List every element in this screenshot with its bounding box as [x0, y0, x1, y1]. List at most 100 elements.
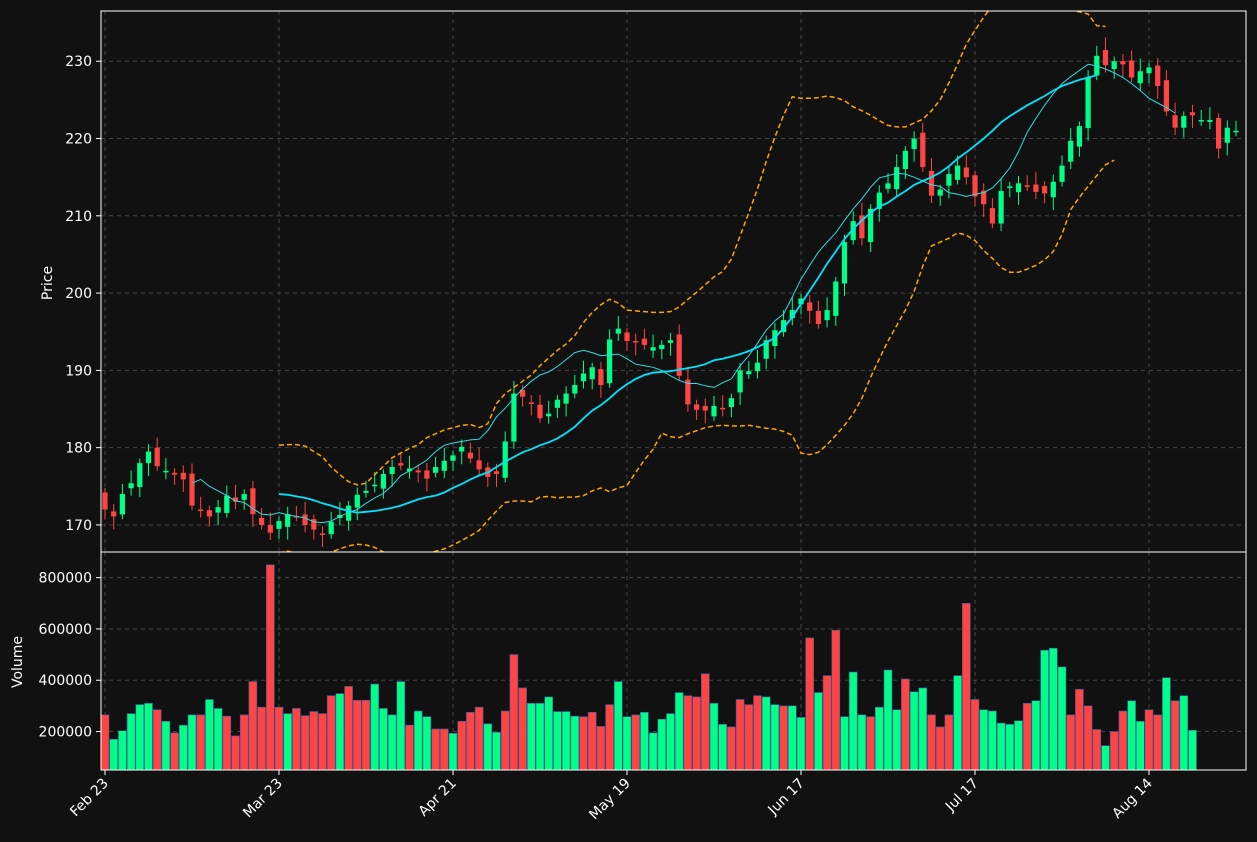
candle-down	[198, 509, 204, 511]
volume-bar-down	[744, 704, 754, 770]
volume-bar-up	[613, 681, 623, 770]
volume-bar-down	[457, 720, 467, 770]
candle-up	[1207, 119, 1213, 122]
candle-up	[345, 505, 352, 521]
candle-up	[572, 385, 578, 394]
volume-bar-up	[213, 708, 223, 770]
candle-up	[850, 221, 856, 241]
volume-bar-up	[413, 710, 423, 770]
volume-bar-up	[770, 704, 780, 770]
candle-up	[728, 398, 735, 408]
price-y-axis: 170 180 190 200 210 220 230	[65, 54, 101, 534]
candle-down	[1120, 61, 1126, 65]
candle-down	[981, 190, 987, 205]
volume-bar-down	[1109, 731, 1119, 770]
volume-bar-up	[709, 703, 719, 770]
volume-bar-up	[796, 717, 806, 770]
candle-down	[641, 338, 648, 345]
candle-down	[633, 341, 639, 343]
volume-bar-up	[561, 711, 571, 770]
candle-down	[467, 452, 474, 459]
candle-down	[963, 167, 969, 178]
volume-bar-down	[239, 714, 249, 770]
volume-bar-up	[135, 704, 145, 770]
candle-up	[1111, 61, 1117, 69]
candle-up	[215, 507, 221, 513]
price-tick-label: 190	[65, 363, 92, 379]
candle-up	[954, 165, 961, 180]
candle-down	[476, 460, 482, 470]
candle-up	[606, 339, 613, 384]
volume-bar-down	[605, 704, 614, 770]
volume-bar-down	[579, 716, 588, 770]
candle-up	[615, 328, 621, 334]
volume-bar-down	[1092, 729, 1102, 770]
volume-bar-up	[918, 687, 928, 770]
price-gridlines	[101, 11, 1246, 552]
volume-bar-up	[718, 724, 728, 770]
candle-up	[1233, 130, 1239, 133]
volume-bar-down	[631, 714, 641, 770]
candle-down	[154, 447, 160, 467]
candle-up	[372, 484, 378, 487]
price-panel: 170 180 190 200 210 220 230 Price	[40, 10, 1247, 553]
volume-bar-up	[1040, 649, 1049, 770]
candle-up	[128, 483, 134, 489]
volume-bar-up	[787, 705, 797, 770]
volume-y-axis: 200000 400000 600000 800000	[39, 571, 101, 741]
volume-bar-up	[570, 715, 580, 770]
candle-up	[589, 367, 595, 380]
candle-up	[450, 455, 456, 461]
volume-bar-up	[953, 675, 962, 770]
volume-bar-down	[309, 711, 319, 770]
volume-bar-up	[666, 713, 675, 770]
candle-up	[711, 405, 717, 417]
volume-bar-up	[283, 713, 293, 770]
volume-bar-up	[1031, 700, 1041, 770]
volume-bar-up	[1188, 729, 1197, 770]
volume-bar-down	[101, 714, 110, 770]
price-tick-label: 180	[65, 441, 92, 457]
volume-bar-up	[483, 723, 493, 770]
candle-down	[258, 517, 265, 525]
candle-down	[189, 473, 195, 506]
candle-down	[1172, 115, 1178, 128]
volume-bar-up	[1162, 677, 1171, 770]
volume-bar-down	[518, 687, 527, 770]
candle-up	[667, 340, 674, 343]
candle-down	[267, 524, 273, 533]
volume-bar-up	[178, 724, 188, 770]
candle-up	[1059, 165, 1065, 182]
candle-up	[841, 242, 848, 284]
price-tick-label: 200	[65, 286, 92, 302]
candle-up	[224, 495, 230, 513]
volume-bar-down	[265, 564, 275, 770]
volume-bar-up	[996, 722, 1006, 770]
volume-bar-down	[1153, 714, 1163, 770]
candle-down	[1102, 50, 1109, 66]
volume-bar-down	[1170, 700, 1180, 770]
volume-bar-up	[848, 671, 858, 770]
volume-bar-down	[300, 715, 310, 770]
candle-up	[1076, 126, 1083, 147]
candle-up	[276, 521, 282, 529]
candle-down	[102, 492, 108, 510]
candle-up	[1050, 181, 1056, 198]
price-tick-label: 230	[65, 54, 92, 70]
candle-down	[1033, 184, 1039, 192]
sma-slow-line	[278, 74, 1098, 514]
candle-up	[946, 174, 952, 186]
volume-bar-up	[883, 669, 893, 770]
candle-up	[502, 441, 508, 478]
candle-up	[328, 521, 334, 535]
volume-bar-up	[622, 716, 632, 770]
candle-down	[206, 510, 213, 517]
candle-up	[824, 310, 830, 321]
volume-bar-down	[970, 699, 980, 770]
volume-bar-down	[822, 675, 832, 770]
candle-up	[241, 494, 247, 500]
candle-up	[432, 466, 439, 473]
candle-up	[441, 460, 447, 471]
candle-down	[859, 215, 865, 239]
volume-bar-up	[657, 718, 667, 770]
